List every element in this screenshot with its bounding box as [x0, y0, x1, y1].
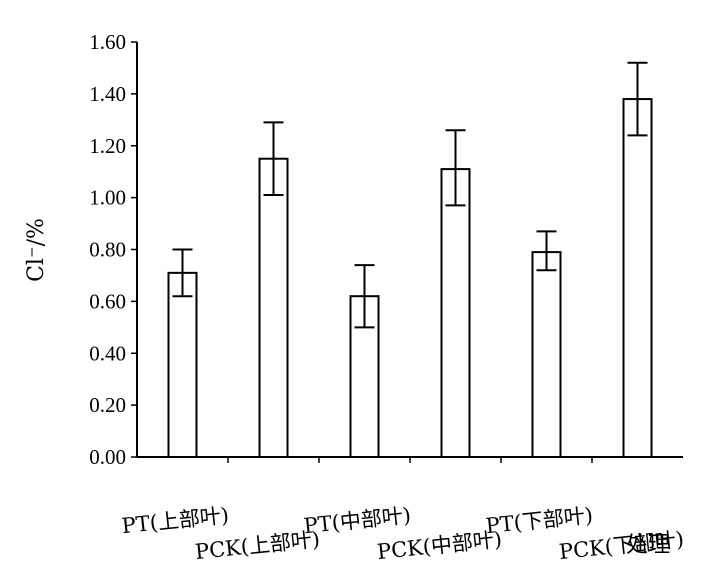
y-tick-label: 1.40	[89, 82, 126, 106]
error-bar	[536, 230, 557, 272]
axes	[136, 42, 683, 463]
bar	[531, 251, 562, 458]
y-tick-label: 0.20	[89, 393, 126, 417]
y-tick-label: 0.40	[89, 341, 126, 365]
bar	[349, 295, 380, 458]
error-bar	[172, 248, 193, 298]
x-axis-labels: PT(上部叶)PCK(上部叶)PT(中部叶)PCK(中部叶)PT(下部叶)PCK…	[121, 503, 685, 564]
bar	[622, 98, 653, 458]
y-tick-label: 1.20	[89, 134, 126, 158]
bar	[440, 168, 471, 458]
x-category-label: PCK(上部叶)	[194, 527, 321, 564]
bars	[167, 98, 653, 458]
error-bars	[172, 61, 648, 329]
y-tick-label: 1.60	[89, 30, 126, 54]
bar	[167, 271, 198, 458]
x-category-label: PT(上部叶)	[121, 503, 230, 538]
x-category-label: PT(中部叶)	[303, 503, 412, 538]
y-axis-ticks: 0.00 0.20 0.40 0.60 0.80 1.00 1.20 1.40 1.60	[89, 30, 137, 469]
y-tick-label: 0.00	[89, 445, 126, 469]
error-bar	[627, 61, 648, 137]
y-tick-label: 0.60	[89, 289, 126, 313]
y-axis-title: Cl⁻/%	[24, 218, 49, 282]
y-tick-label: 1.00	[89, 186, 126, 210]
error-bar	[445, 129, 466, 207]
x-category-label: PCK(中部叶)	[376, 527, 503, 564]
bar	[258, 157, 289, 458]
x-axis-title: 处理	[626, 533, 670, 558]
y-tick-label: 0.80	[89, 238, 126, 262]
error-bar	[263, 121, 284, 197]
error-bar	[354, 264, 375, 329]
x-category-label: PT(下部叶)	[485, 503, 594, 538]
